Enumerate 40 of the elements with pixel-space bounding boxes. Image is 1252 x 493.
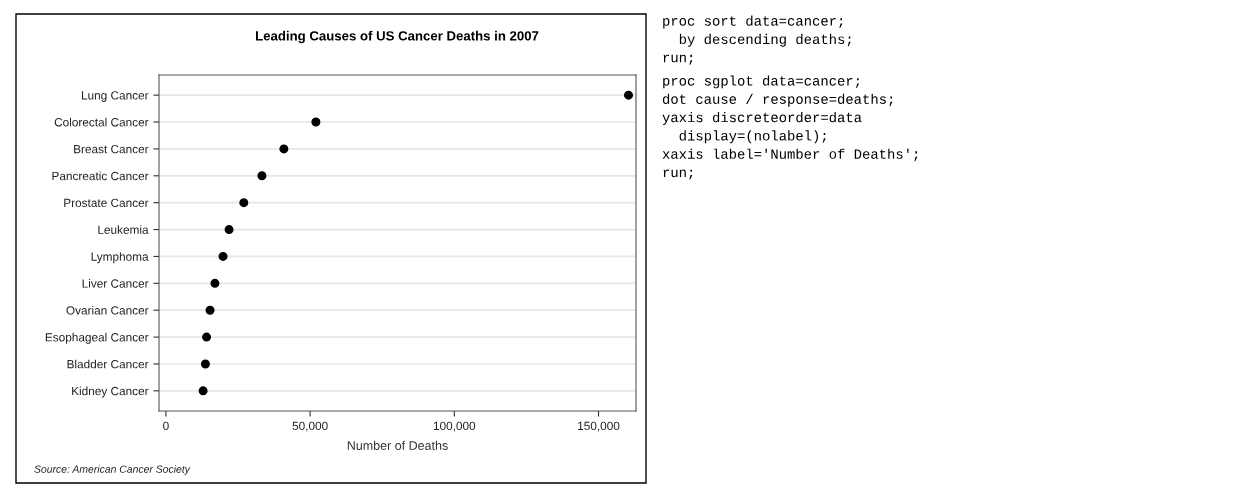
y-tick-label: Ovarian Cancer <box>66 305 149 315</box>
text: run; <box>663 54 693 65</box>
text: proc sgplot data=cancer; <box>663 75 860 89</box>
chart-title: Leading Causes of US Cancer Deaths in 2007 <box>256 30 539 44</box>
point <box>205 305 215 315</box>
text: yaxis discreteorder=data <box>662 112 862 125</box>
y-tick-label: Esophageal Cancer <box>45 332 149 344</box>
point <box>257 171 267 181</box>
text: run; <box>663 169 693 180</box>
x-tick-label: 100,000 <box>433 421 476 432</box>
text: dot cause / response=deaths; <box>662 93 893 107</box>
y-tick-label: Prostate Cancer <box>64 198 149 208</box>
y-tick-label: Bladder Cancer <box>67 359 149 369</box>
text: proc sort data=cancer; <box>663 15 843 29</box>
point <box>239 198 249 208</box>
x-tick-label: 150,000 <box>578 421 620 432</box>
y-tick-label: Breast Cancer <box>74 144 149 154</box>
y-tick-label: Lung Cancer <box>81 91 149 102</box>
text: display=(nolabel); <box>679 130 826 144</box>
text: by descending deaths; <box>679 33 851 47</box>
source-note: Source: American Cancer Society <box>34 465 191 475</box>
point <box>198 386 208 396</box>
x-tick-label: 50,000 <box>292 421 328 432</box>
text: xaxis label='Number of Deaths'; <box>662 148 918 162</box>
y-tick-label: Liver Cancer <box>82 279 149 288</box>
y-tick-label: Lymphoma <box>91 252 149 264</box>
point <box>624 90 634 100</box>
point <box>279 144 289 154</box>
point <box>311 117 321 127</box>
y-tick-label: Colorectal Cancer <box>54 117 149 127</box>
y-tick-label: Kidney Cancer <box>72 386 149 398</box>
y-tick-label: Pancreatic Cancer <box>52 171 149 181</box>
point <box>200 359 210 369</box>
x-axis-title: Number of Deaths <box>347 440 448 450</box>
point <box>210 278 220 288</box>
point <box>202 332 212 342</box>
x-tick-label: 0 <box>163 421 169 431</box>
y-tick-label: Leukemia <box>98 225 149 234</box>
point <box>224 225 234 235</box>
point <box>218 251 228 261</box>
